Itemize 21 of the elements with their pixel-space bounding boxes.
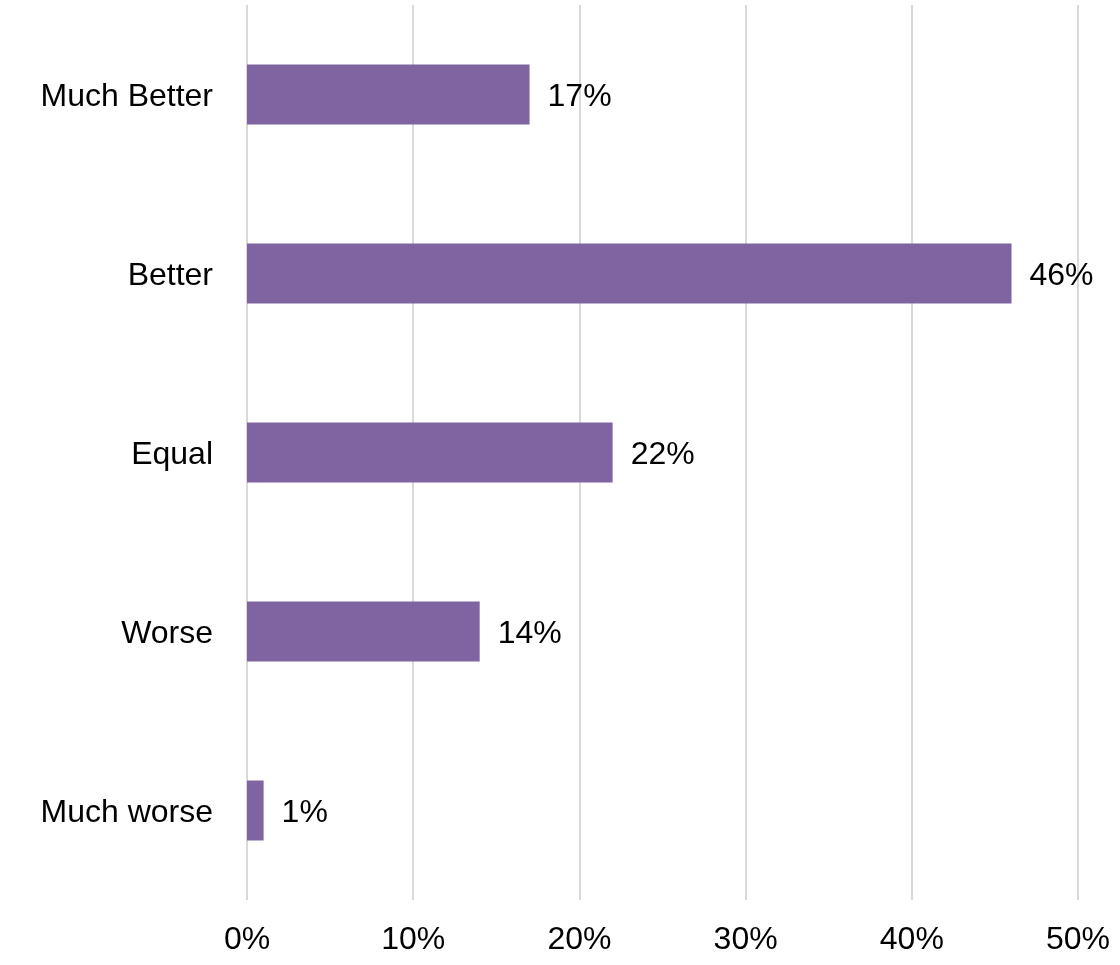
x-tick-label: 20% — [547, 920, 612, 956]
bar — [247, 601, 480, 662]
data-label: 14% — [497, 613, 562, 650]
y-tick-label: Equal — [131, 434, 213, 471]
bar — [247, 422, 613, 483]
x-tick-label: 50% — [1045, 920, 1111, 956]
data-label: 1% — [281, 792, 328, 829]
y-tick-label: Better — [127, 255, 214, 292]
data-label: 22% — [630, 434, 695, 471]
data-label: 46% — [1029, 255, 1094, 292]
bar — [247, 243, 1012, 304]
bar — [247, 780, 264, 841]
y-tick-label: Much worse — [40, 792, 213, 829]
x-tick-label: 10% — [381, 920, 446, 956]
y-tick-label: Much Better — [40, 76, 214, 113]
data-label: 17% — [547, 76, 612, 113]
x-tick-label: 30% — [713, 920, 778, 956]
x-tick-label: 0% — [223, 920, 271, 956]
y-tick-label: Worse — [121, 613, 213, 650]
x-tick-label: 40% — [879, 920, 944, 956]
bar — [247, 64, 530, 125]
